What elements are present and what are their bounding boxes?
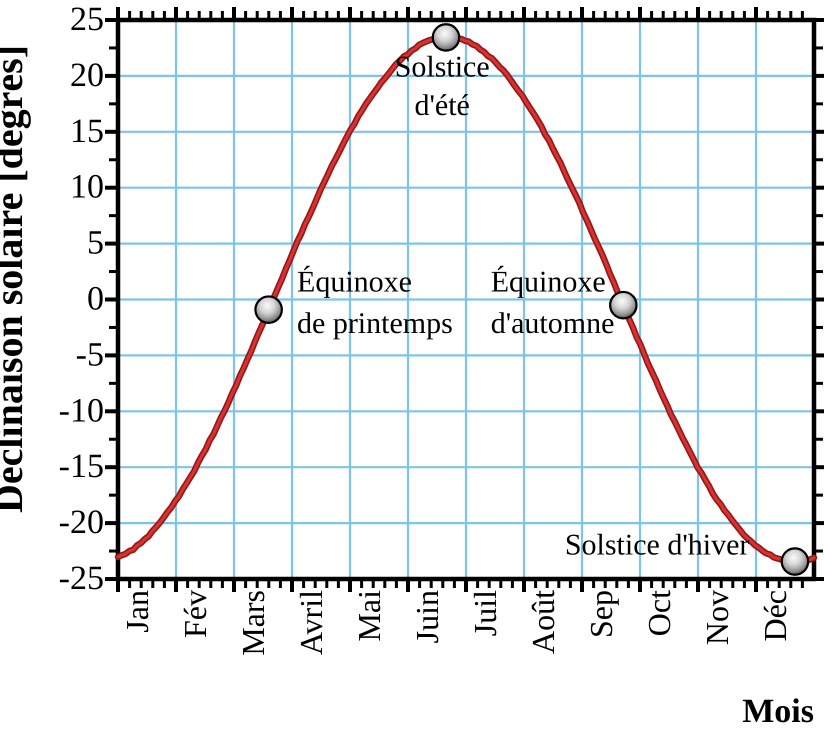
svg-text:-10: -10 — [59, 392, 104, 429]
svg-text:Déclinaison solaire [degrés]: Déclinaison solaire [degrés] — [0, 45, 31, 513]
svg-text:Oct: Oct — [641, 590, 677, 636]
svg-text:d'automne: d'automne — [491, 307, 615, 340]
svg-text:Solstice: Solstice — [395, 50, 490, 83]
svg-text:Mois: Mois — [742, 693, 814, 730]
svg-text:Fév: Fév — [177, 590, 213, 638]
svg-text:Sep: Sep — [583, 590, 619, 638]
svg-text:Juin: Juin — [409, 590, 445, 643]
svg-text:-20: -20 — [59, 504, 104, 541]
svg-text:0: 0 — [87, 281, 104, 318]
svg-text:Mars: Mars — [235, 590, 271, 656]
svg-text:15: 15 — [70, 113, 104, 150]
svg-text:10: 10 — [70, 169, 104, 206]
svg-text:Déc: Déc — [757, 590, 793, 642]
svg-text:d'été: d'été — [415, 89, 470, 122]
svg-text:Avril: Avril — [293, 590, 329, 655]
svg-text:Août: Août — [525, 590, 561, 654]
svg-text:-5: -5 — [76, 336, 104, 373]
svg-text:5: 5 — [87, 225, 104, 262]
svg-text:Équinoxe: Équinoxe — [491, 266, 606, 299]
svg-text:-15: -15 — [59, 448, 104, 485]
svg-text:25: 25 — [70, 1, 104, 38]
svg-text:-25: -25 — [59, 560, 104, 597]
svg-text:20: 20 — [70, 57, 104, 94]
svg-text:Juil: Juil — [467, 590, 503, 636]
svg-text:Mai: Mai — [351, 590, 387, 642]
svg-text:Équinoxe: Équinoxe — [297, 266, 412, 299]
svg-text:Jan: Jan — [119, 590, 155, 633]
svg-text:Nov: Nov — [699, 590, 735, 645]
svg-text:Solstice d'hiver: Solstice d'hiver — [565, 529, 750, 562]
svg-text:de printemps: de printemps — [297, 307, 453, 340]
